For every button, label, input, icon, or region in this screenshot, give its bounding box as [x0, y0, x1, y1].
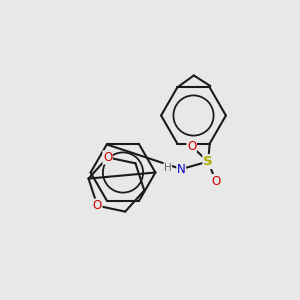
Text: O: O [211, 175, 220, 188]
Text: O: O [93, 199, 102, 212]
Text: O: O [103, 151, 112, 164]
Text: N: N [177, 163, 186, 176]
Text: H: H [164, 163, 172, 172]
Text: S: S [203, 155, 213, 168]
Text: O: O [187, 140, 196, 153]
